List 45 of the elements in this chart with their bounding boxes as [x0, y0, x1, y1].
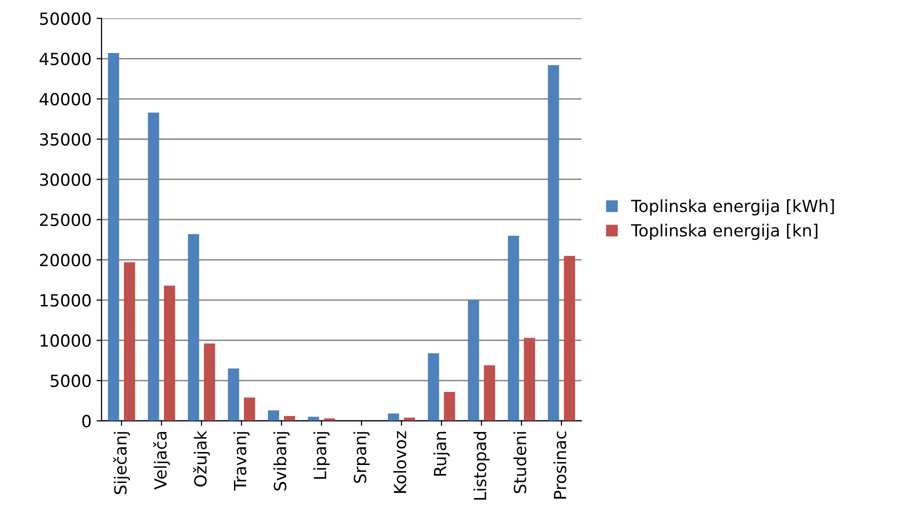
bar [388, 414, 400, 421]
x-tick-label: Prosinac [553, 432, 566, 499]
y-tick-label: 40000 [40, 92, 91, 106]
y-tick-label: 20000 [40, 254, 91, 266]
bar [444, 392, 456, 421]
bar [124, 262, 136, 421]
y-tick-label: 5000 [50, 374, 91, 388]
x-tick-label: Srpanj [353, 432, 370, 483]
y-tick-label: 50000 [40, 12, 91, 25]
bar [548, 65, 560, 421]
x-tick-label: Listopad [473, 432, 490, 500]
x-tick-label: Rujan [433, 432, 450, 476]
x-tick-label: Kolovoz [393, 431, 406, 493]
bar [564, 256, 576, 421]
x-tick-label: Veljača [153, 432, 170, 490]
bar [108, 53, 120, 421]
x-tick-label: Siječanj [113, 432, 130, 494]
y-tick-label: 15000 [40, 294, 91, 307]
y-tick-label: 45000 [40, 52, 91, 66]
bar [204, 344, 216, 421]
y-tick-label: 35000 [40, 133, 91, 146]
bar [188, 234, 200, 421]
bar [268, 410, 280, 421]
bar [508, 236, 520, 421]
bar [148, 112, 160, 421]
bar [244, 397, 256, 421]
bar [164, 286, 176, 421]
y-tick-label: 0 [82, 414, 91, 428]
y-tick-label: 10000 [40, 334, 91, 347]
bar [228, 368, 240, 421]
legend-label: Toplinska energija [kWh] [631, 199, 834, 216]
x-tick-label: Travanj [233, 432, 250, 491]
bar [484, 365, 496, 421]
bar [468, 300, 480, 421]
bar [404, 418, 416, 421]
y-tick-label: 25000 [40, 214, 91, 226]
x-tick-label: Lipanj [313, 432, 330, 479]
y-tick-label: 30000 [40, 173, 91, 186]
x-tick-label: Ožujak [193, 430, 210, 487]
bar [524, 338, 536, 421]
legend-label: Toplinska energija [kn] [631, 224, 818, 240]
x-tick-label: Studeni [513, 432, 526, 494]
x-tick-label: Svibanj [273, 432, 290, 490]
bar [284, 416, 296, 421]
bar [428, 353, 440, 421]
